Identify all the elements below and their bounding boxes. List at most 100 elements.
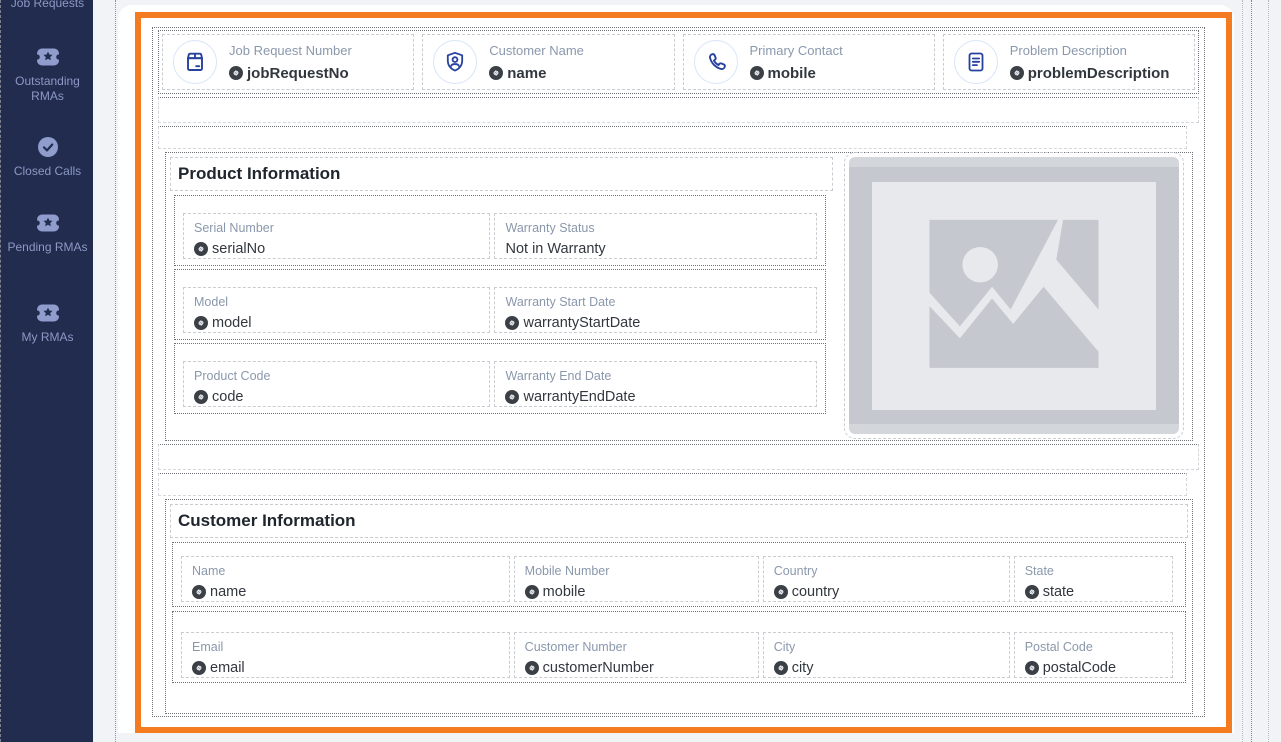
screen-root-container: Job Request Number jobRequestNo Customer…	[152, 27, 1205, 717]
sidebar-item-pending-rmas[interactable]: Pending RMAs	[1, 212, 94, 255]
product-field-row: Serial Number serialNo Warranty Status N…	[174, 195, 826, 266]
link-icon	[1024, 661, 1039, 675]
field-label: Primary Contact	[749, 42, 843, 58]
link-icon	[1024, 585, 1039, 599]
link-icon	[194, 316, 208, 330]
field-email[interactable]: Email email	[181, 632, 510, 678]
badge-star-icon	[35, 46, 60, 68]
sidebar-item-label: Job Requests	[10, 0, 85, 10]
field-problem-description[interactable]: Problem Description problemDescription	[942, 34, 1195, 90]
field-job-request-number[interactable]: Job Request Number jobRequestNo	[162, 34, 415, 90]
link-icon	[773, 585, 788, 599]
sidebar-item-my-rmas[interactable]: My RMAs	[1, 302, 94, 345]
field-label: Warranty Start Date	[505, 295, 616, 309]
field-label: Problem Description	[1009, 42, 1127, 58]
field-label: Model	[194, 295, 229, 309]
product-field-row: Product Code code Warranty End Date warr…	[174, 343, 826, 414]
link-icon	[524, 585, 539, 599]
link-icon	[505, 316, 520, 330]
field-warranty-start-date[interactable]: Warranty Start Date warrantyStartDate	[494, 287, 817, 333]
field-product-code[interactable]: Product Code code	[183, 361, 491, 407]
link-icon	[192, 661, 206, 675]
link-icon	[489, 66, 504, 80]
field-binding-value: name	[210, 584, 247, 600]
field-warranty-status[interactable]: Warranty Status Not in Warranty	[494, 213, 817, 259]
customer-fields-container: Name name Mobile Number mobile Country c…	[172, 542, 1186, 683]
layout-guide-line	[1251, 0, 1252, 742]
spacer-row[interactable]	[158, 444, 1199, 470]
field-label: Serial Number	[194, 221, 274, 235]
badge-star-icon	[35, 302, 60, 324]
field-label: Warranty End Date	[505, 369, 612, 383]
field-label: State	[1024, 564, 1054, 578]
link-icon	[194, 390, 208, 404]
field-binding-value: model	[212, 315, 252, 331]
selected-screen-frame[interactable]: Job Request Number jobRequestNo Customer…	[135, 12, 1232, 733]
field-label: Customer Name	[489, 42, 584, 58]
link-icon	[524, 661, 539, 675]
field-primary-contact[interactable]: Primary Contact mobile	[682, 34, 935, 90]
phone-icon	[693, 40, 738, 84]
section-title-box[interactable]: Product Information	[170, 157, 833, 191]
sidebar-item-closed-calls[interactable]: Closed Calls	[1, 136, 94, 179]
field-binding-value: mobile	[542, 584, 586, 600]
field-city[interactable]: City city	[762, 632, 1010, 678]
spacer-row[interactable]	[158, 126, 1187, 149]
product-information-section[interactable]: Product Information Serial Number serial…	[165, 152, 1193, 441]
field-serial-number[interactable]: Serial Number serialNo	[183, 213, 491, 259]
check-circle-icon	[36, 136, 60, 158]
section-title: Customer Information	[178, 511, 356, 530]
link-icon	[192, 585, 206, 599]
sidebar-item-outstanding-rmas[interactable]: Outstanding RMAs	[1, 46, 94, 104]
field-binding-value: customerNumber	[542, 660, 654, 676]
field-customer-name[interactable]: Customer Name name	[422, 34, 675, 90]
layout-guide-line	[1268, 0, 1269, 742]
field-postal-code[interactable]: Postal Code postalCode	[1013, 632, 1174, 678]
field-customer-number[interactable]: Customer Number customerNumber	[513, 632, 759, 678]
section-title: Product Information	[178, 164, 341, 183]
field-label: Customer Number	[524, 640, 627, 654]
layout-guide-line	[115, 0, 116, 742]
sidebar-item-label: My RMAs	[21, 330, 74, 344]
product-field-row: Model model Warranty Start Date warranty…	[174, 269, 826, 340]
field-label: Country	[773, 564, 818, 578]
link-icon	[229, 66, 243, 80]
field-binding-value: postalCode	[1042, 660, 1117, 676]
field-binding-value: serialNo	[212, 241, 266, 257]
field-binding-value: mobile	[767, 64, 816, 82]
field-mobile-number[interactable]: Mobile Number mobile	[513, 556, 759, 602]
field-binding-value: country	[791, 584, 840, 600]
sidebar-nav: Job Requests Outstanding RMAs Closed Cal…	[0, 0, 93, 742]
customer-information-section[interactable]: Customer Information Name name Mobile Nu…	[165, 499, 1193, 714]
sidebar-item-label: Outstanding RMAs	[15, 74, 80, 103]
field-binding-value: problemDescription	[1027, 64, 1170, 82]
product-image-placeholder[interactable]	[844, 152, 1184, 439]
field-binding-value: warrantyStartDate	[523, 315, 641, 331]
sidebar-item-job-requests[interactable]: Job Requests	[1, 0, 94, 11]
field-name[interactable]: Name name	[181, 556, 510, 602]
link-icon	[773, 661, 788, 675]
field-label: Name	[192, 564, 226, 578]
field-label: Job Request Number	[229, 42, 352, 58]
field-country[interactable]: Country country	[762, 556, 1010, 602]
field-binding-value: jobRequestNo	[247, 64, 349, 82]
customer-field-row: Name name Mobile Number mobile Country c…	[172, 542, 1186, 607]
sidebar-item-label: Pending RMAs	[7, 240, 88, 254]
field-binding-value: city	[791, 660, 814, 676]
field-binding-value: email	[210, 660, 245, 676]
field-model[interactable]: Model model	[183, 287, 491, 333]
field-label: City	[773, 640, 796, 654]
field-label: Warranty Status	[505, 221, 595, 235]
field-label: Product Code	[194, 369, 271, 383]
user-shield-icon	[433, 40, 478, 84]
field-binding-value: warrantyEndDate	[523, 389, 636, 405]
badge-star-icon	[35, 212, 60, 234]
spacer-row[interactable]	[158, 473, 1187, 496]
header-fields-row: Job Request Number jobRequestNo Customer…	[158, 30, 1199, 94]
spacer-row[interactable]	[158, 97, 1199, 123]
field-warranty-end-date[interactable]: Warranty End Date warrantyEndDate	[494, 361, 817, 407]
field-binding-value: code	[212, 389, 244, 405]
section-title-box[interactable]: Customer Information	[170, 504, 1188, 538]
field-state[interactable]: State state	[1013, 556, 1174, 602]
